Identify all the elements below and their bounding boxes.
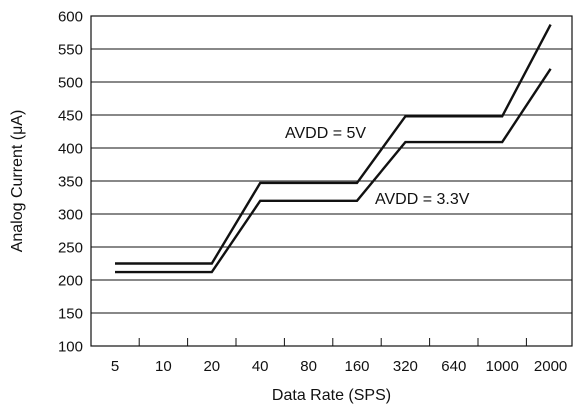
x-axis-title: Data Rate (SPS) [272,387,391,404]
x-tick-label-80: 80 [300,358,317,375]
y-tick-label-350: 350 [58,174,83,191]
x-tick-label-640: 640 [441,358,466,375]
series-lines [115,24,552,274]
y-tick-label-100: 100 [58,339,83,356]
series-label-avdd-5v: AVDD = 5V [285,125,366,142]
plot-frame [90,15,573,347]
y-tick-label-300: 300 [58,207,83,224]
y-axis-title: Analog Current (μA) [9,110,26,253]
x-tick-label-40: 40 [252,358,269,375]
gridlines [91,15,572,347]
series-label-avdd-3-3v: AVDD = 3.3V [375,191,470,208]
y-tick-label-400: 400 [58,141,83,158]
x-tick-label-1000: 1000 [486,358,519,375]
y-tick-label-600: 600 [58,9,83,26]
x-tick-label-5: 5 [111,358,119,375]
x-tick-label-320: 320 [393,358,418,375]
y-tick-label-200: 200 [58,273,83,290]
y-tick-label-150: 150 [58,306,83,323]
x-tick-label-2000: 2000 [534,358,567,375]
labels: Data Rate (SPS) Analog Current (μA) AVDD… [9,110,470,404]
y-tick-label-500: 500 [58,75,83,92]
series-line-0 [115,24,552,265]
y-tick-label-250: 250 [58,240,83,257]
series-line-1 [115,68,552,274]
x-tick-label-160: 160 [344,358,369,375]
y-tick-label-450: 450 [58,108,83,125]
axes: 100 150 200 250 300 350 400 450 500 550 600 5 10 20 40… [58,9,573,375]
x-tick-label-20: 20 [203,358,220,375]
y-tick-label-550: 550 [58,42,83,59]
x-tick-label-10: 10 [155,358,172,375]
